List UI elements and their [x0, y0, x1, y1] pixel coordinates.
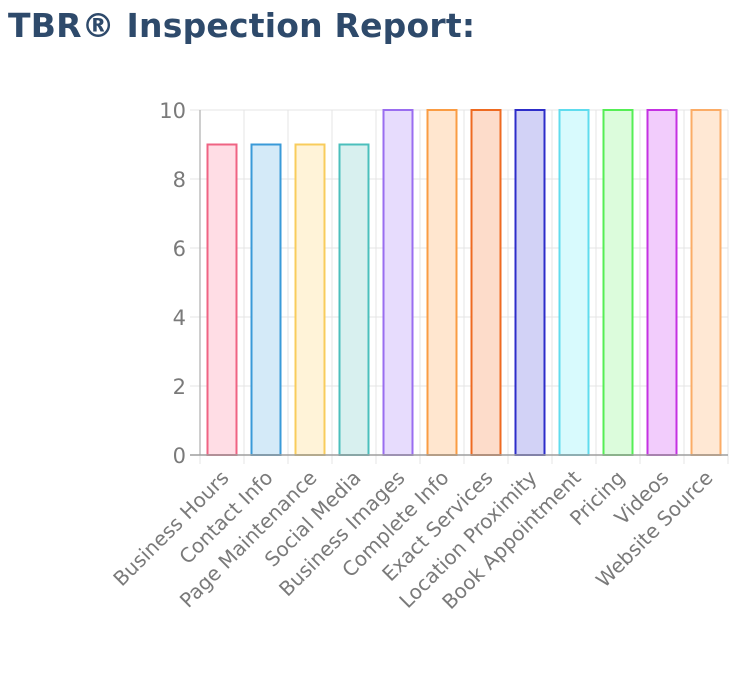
bar	[426, 109, 458, 456]
bars	[206, 109, 722, 456]
bar	[206, 143, 238, 456]
bar	[470, 109, 502, 456]
bar	[690, 109, 722, 456]
axes	[190, 110, 728, 456]
bar	[514, 109, 546, 456]
bar	[338, 143, 370, 456]
bar	[558, 109, 590, 456]
y-tick-labels: 0 2 4 6 8 10	[159, 99, 186, 468]
y-tick-label: 0	[173, 444, 186, 468]
bar	[382, 109, 414, 456]
bar	[294, 143, 326, 456]
y-tick-label: 8	[173, 168, 186, 192]
bar	[646, 109, 678, 456]
y-tick-label: 4	[173, 306, 186, 330]
page-title: TBR® Inspection Report:	[8, 6, 476, 45]
bar	[602, 109, 634, 456]
y-tick-label: 2	[173, 375, 186, 399]
y-tick-label: 10	[159, 99, 186, 123]
y-tick-label: 6	[173, 237, 186, 261]
bar	[250, 143, 282, 456]
